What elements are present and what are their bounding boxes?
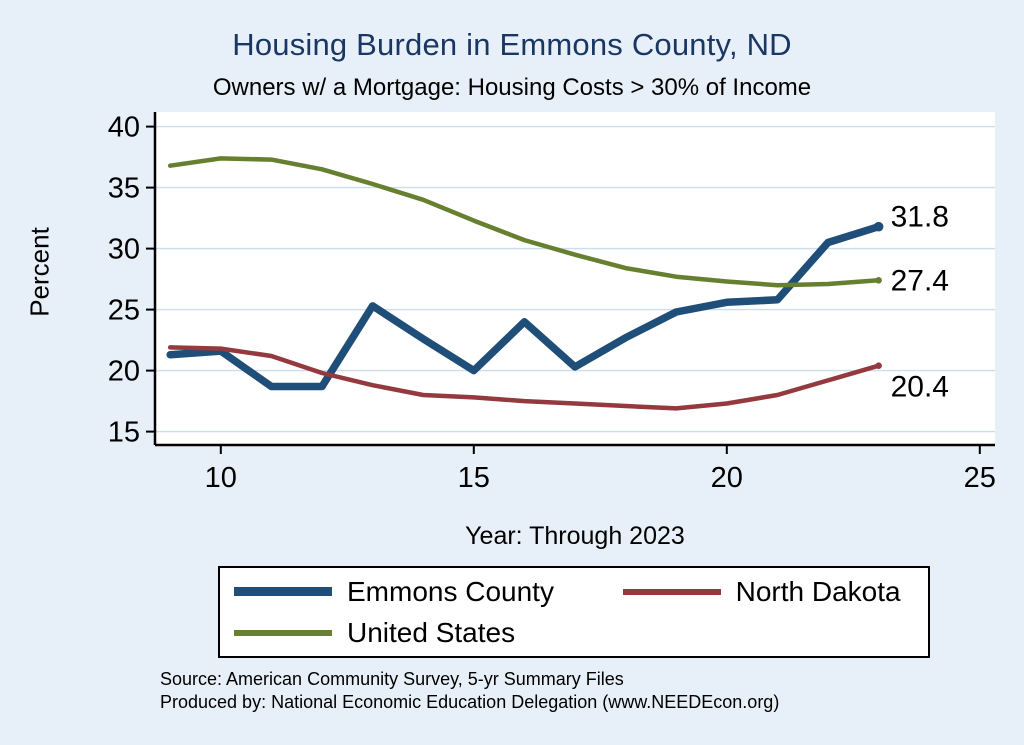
legend-label-united-states: United States: [347, 616, 516, 648]
series-end-marker-0: [873, 221, 884, 232]
series-line-1: [167, 345, 881, 411]
x-tick-label: 20: [711, 462, 743, 494]
legend-item-emmons-county: Emmons County: [234, 576, 623, 608]
chart-title: Housing Burden in Emmons County, ND: [232, 27, 792, 62]
y-tick-label: 30: [108, 234, 140, 266]
legend-swatch-north-dakota: [622, 588, 721, 595]
series-end-marker-2: [875, 277, 882, 284]
legend-item-north-dakota: North Dakota: [622, 575, 928, 608]
x-tick-label: 15: [458, 462, 490, 494]
y-tick-label: 35: [108, 173, 140, 205]
series-line-0: [166, 222, 883, 391]
y-tick-label: 20: [108, 356, 140, 388]
series-line-2: [167, 156, 881, 288]
series-end-label-1: 20.4: [891, 371, 949, 404]
source-note: Source: American Community Survey, 5-yr …: [160, 668, 779, 714]
y-tick-label: 40: [108, 112, 140, 144]
chart-subtitle: Owners w/ a Mortgage: Housing Costs > 30…: [212, 74, 812, 101]
y-tick-label: 25: [108, 295, 140, 327]
legend-item-united-states: United States: [234, 617, 623, 649]
y-tick-label: 15: [108, 417, 140, 449]
series-end-label-0: 31.8: [891, 201, 949, 234]
legend-label-north-dakota: North Dakota: [735, 575, 901, 607]
series-end-marker-1: [875, 362, 882, 370]
x-tick-label: 10: [205, 462, 237, 494]
legend-label-emmons-county: Emmons County: [347, 575, 554, 607]
source-line-2: Produced by: National Economic Education…: [160, 692, 780, 712]
legend: Emmons County North Dakota United States: [218, 566, 930, 658]
x-axis-label: Year: Through 2023: [465, 522, 685, 550]
series-end-label-2: 27.4: [891, 264, 949, 297]
legend-swatch-emmons-county: [234, 587, 332, 596]
legend-swatch-united-states: [234, 629, 332, 636]
y-axis-label: Percent: [24, 227, 55, 317]
x-tick-label: 25: [964, 462, 996, 494]
source-line-1: Source: American Community Survey, 5-yr …: [160, 669, 624, 689]
